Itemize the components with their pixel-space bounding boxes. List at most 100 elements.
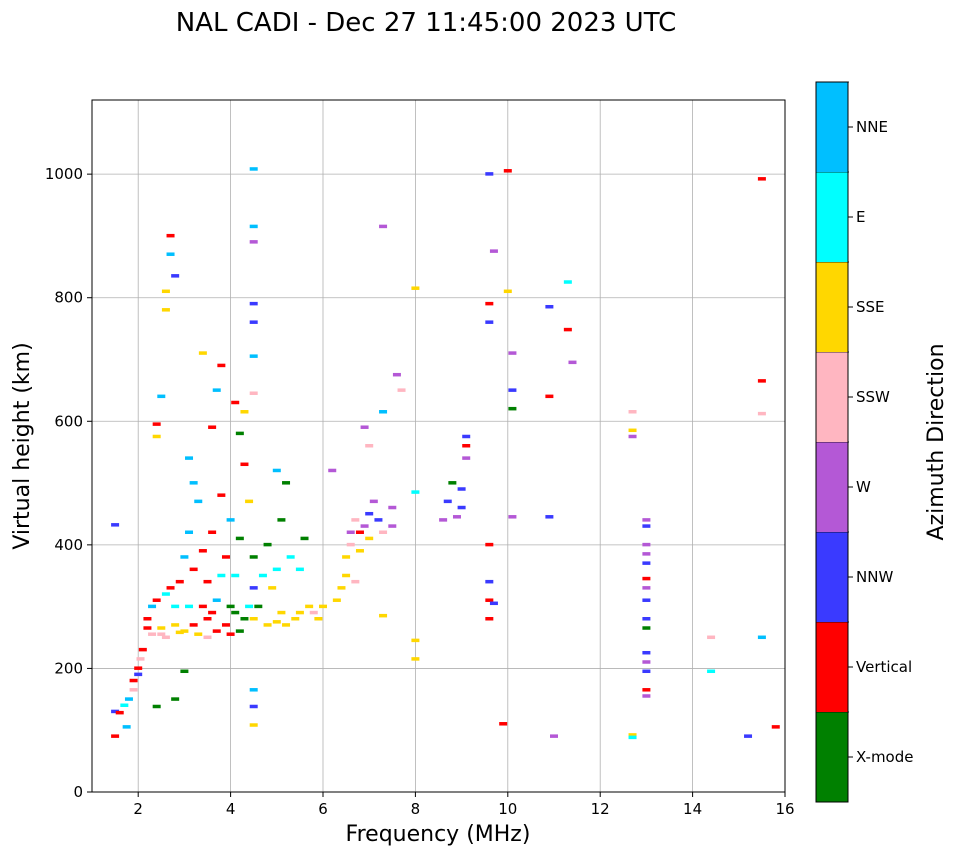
data-point [457,505,466,510]
data-point [757,635,766,640]
data-point [212,629,221,633]
data-point [628,735,637,740]
data-point [485,598,494,602]
data-point [240,617,249,621]
data-point [208,530,217,534]
data-point [189,567,198,572]
data-point [489,601,498,606]
data-point [314,617,323,621]
data-point [642,598,651,602]
colorbar-tick-label: SSW [856,388,890,406]
data-point [503,169,512,173]
colorbar-segment [816,262,848,352]
data-point [143,626,152,630]
data-point [111,709,120,714]
colorbar-segment [816,172,848,262]
data-point [369,499,378,504]
colorbar-tick-label: Vertical [856,658,912,676]
data-point [282,623,291,627]
data-point [545,515,554,519]
data-point [628,428,637,433]
data-point [360,425,369,429]
data-point [757,177,766,181]
colorbar-tick-label: NNW [856,568,893,586]
data-point [235,536,244,541]
data-point [185,604,194,609]
data-point [286,555,295,559]
plot-background [92,100,785,792]
data-point [212,388,221,392]
data-point [189,623,198,627]
data-point [217,363,226,368]
data-point [291,617,300,621]
data-point [166,233,175,238]
data-point [198,351,207,355]
plot-area: 2 4 6 8 10 12 14 16 0 200 400 600 800 1000 [45,99,795,818]
data-point [642,586,651,590]
data-point [771,725,780,729]
y-tick-label: 600 [54,412,83,430]
data-point [138,647,147,652]
x-tick-label: 8 [411,800,421,818]
data-point [374,518,383,522]
data-point [111,523,120,527]
data-point [249,723,258,727]
data-point [457,487,466,491]
data-point [161,592,170,596]
data-point [249,240,258,244]
data-point [499,722,508,726]
data-point [152,704,161,709]
data-point [208,425,217,429]
data-point [462,444,471,448]
data-point [245,604,254,609]
data-point [249,320,258,324]
data-point [194,499,203,504]
data-point [568,360,577,365]
data-point [277,610,286,615]
data-point [171,274,180,278]
data-point [152,598,161,602]
data-point [235,629,244,633]
y-axis-ticks: 0 200 400 600 800 1000 [45,165,92,801]
data-point [249,704,258,709]
data-point [217,573,226,578]
data-point [198,604,207,609]
data-point [111,734,120,738]
data-point [355,530,364,534]
plot-frame [91,99,786,793]
data-point [628,434,637,439]
data-point [249,391,258,395]
data-point [379,530,388,534]
data-point [355,549,364,553]
colorbar-segment [816,712,848,802]
data-point [203,617,212,621]
data-point [439,518,448,522]
data-point [124,697,133,701]
colorbar-label: Azimuth Direction [924,343,949,540]
grid-lines [92,100,786,793]
data-point [365,511,374,516]
data-point [282,481,291,485]
chart-title: NAL CADI - Dec 27 11:45:00 2023 UTC [176,8,676,38]
colorbar-tick-label: X-mode [856,748,913,766]
y-tick-label: 1000 [45,165,83,183]
data-point [245,499,254,504]
y-tick-label: 0 [73,783,83,801]
data-point [342,573,351,578]
data-point [185,530,194,534]
data-point [346,530,355,534]
data-point [300,536,309,541]
y-tick-label: 200 [54,659,83,677]
x-tick-label: 2 [133,800,143,818]
data-point [249,555,258,559]
data-point [642,518,651,522]
data-point [707,635,716,640]
data-point [342,555,351,559]
data-point [143,617,152,621]
data-point [249,354,258,358]
data-point [508,515,517,519]
data-point [272,620,281,624]
data-point [642,669,651,674]
data-point [642,660,651,664]
data-point [642,561,651,565]
